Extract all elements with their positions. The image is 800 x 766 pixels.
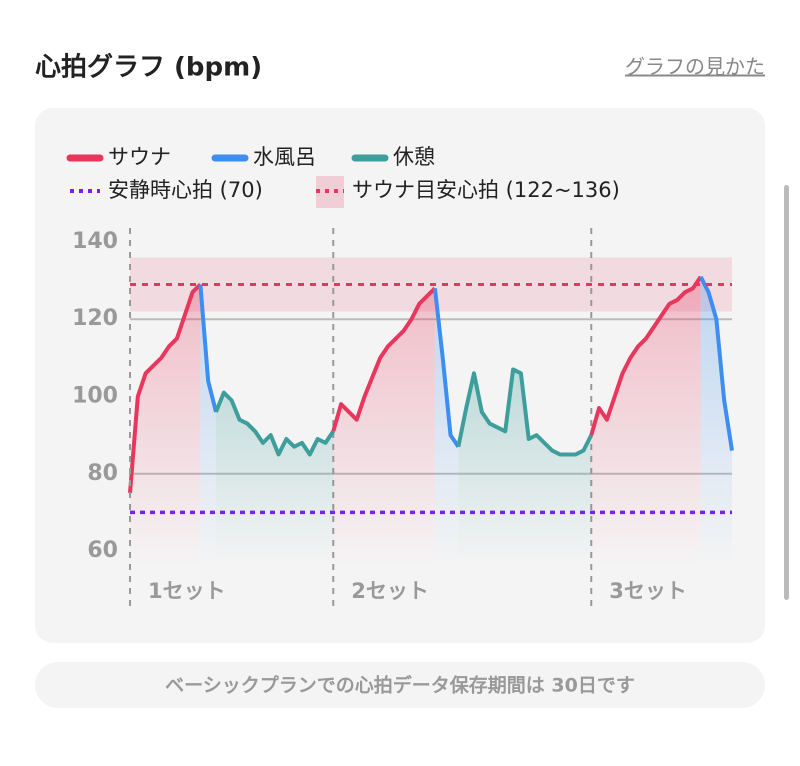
y-tick-label: 60 (87, 538, 118, 563)
series-area (130, 276, 701, 567)
footer-note: ベーシックプランでの心拍データ保存期間は 30日です (165, 674, 635, 697)
y-tick-label: 140 (72, 229, 118, 254)
legend-label: 安静時心拍 (70) (108, 178, 263, 202)
set-label: 2セット (351, 579, 429, 603)
series-area (216, 369, 592, 567)
series-line (128, 275, 703, 494)
y-tick-label: 80 (87, 461, 118, 486)
y-tick-label: 120 (72, 306, 118, 331)
legend-swatch (316, 176, 344, 208)
set-label: 1セット (148, 579, 226, 603)
y-tick-label: 100 (72, 384, 118, 409)
series-line (214, 367, 594, 457)
help-link[interactable]: グラフの見かた (625, 55, 765, 79)
legend-label: 休憩 (393, 145, 435, 169)
legend-label: サウナ (108, 145, 171, 169)
footer-pill (35, 662, 765, 708)
legend-label: 水風呂 (253, 145, 316, 169)
legend-label: サウナ目安心拍 (122~136) (352, 178, 620, 202)
series-line (198, 275, 734, 451)
set-label: 3セット (609, 579, 687, 603)
scrollbar (784, 185, 789, 600)
title: 心拍グラフ (bpm) (35, 53, 262, 83)
